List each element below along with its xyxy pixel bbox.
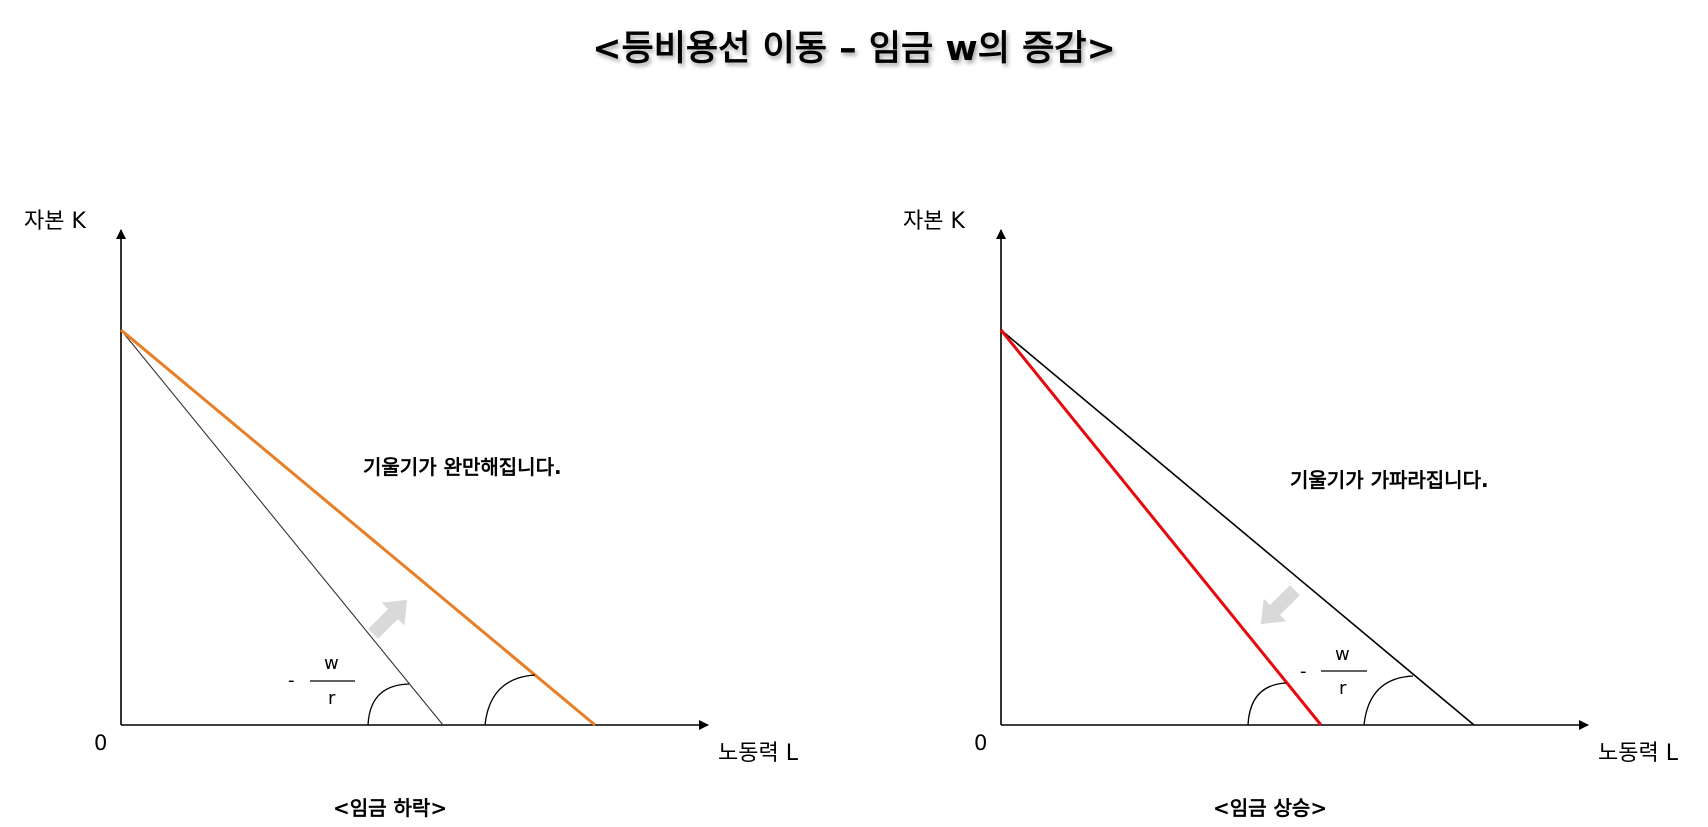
angle-arc-new xyxy=(1247,682,1287,726)
new-isocost-line xyxy=(120,328,596,727)
origin-label: 0 xyxy=(974,731,987,755)
angle-arc-new xyxy=(484,674,536,726)
slope-note: 기울기가 완만해집니다. xyxy=(363,455,562,479)
origin-label: 0 xyxy=(94,731,107,755)
y-axis-label: 자본 K xyxy=(903,209,965,234)
panel-wage-rise: 자본 K 노동력 L 0 - w r 기울기가 가파라집니다. <임금 상승> xyxy=(903,209,1679,820)
shift-arrow-up-right xyxy=(368,599,408,639)
y-axis-label: 자본 K xyxy=(24,209,86,234)
panel-wage-fall: 자본 K 노동력 L 0 - w r 기울기가 완만해집니다. <임금 하락> xyxy=(24,209,799,820)
slope-sign: - xyxy=(1300,661,1307,682)
angle-arc-original xyxy=(1363,675,1414,726)
original-isocost-line xyxy=(1000,329,1475,726)
new-isocost-line xyxy=(999,329,1323,726)
panel-caption: <임금 상승> xyxy=(1213,796,1327,820)
panel-caption: <임금 하락> xyxy=(333,796,447,820)
original-isocost-line xyxy=(120,329,444,726)
slope-numerator: w xyxy=(324,653,339,674)
slope-note: 기울기가 가파라집니다. xyxy=(1290,468,1489,492)
slope-denominator: r xyxy=(1339,678,1347,699)
shift-arrow-down-left xyxy=(1260,585,1300,625)
slope-sign: - xyxy=(288,670,295,691)
page-title: <등비용선 이동 – 임금 w의 증감> xyxy=(592,29,1116,69)
x-axis-label: 노동력 L xyxy=(718,741,799,766)
x-axis-label: 노동력 L xyxy=(1598,741,1679,766)
angle-arc-original xyxy=(367,683,410,726)
slope-numerator: w xyxy=(1335,644,1350,665)
slope-denominator: r xyxy=(328,688,336,709)
